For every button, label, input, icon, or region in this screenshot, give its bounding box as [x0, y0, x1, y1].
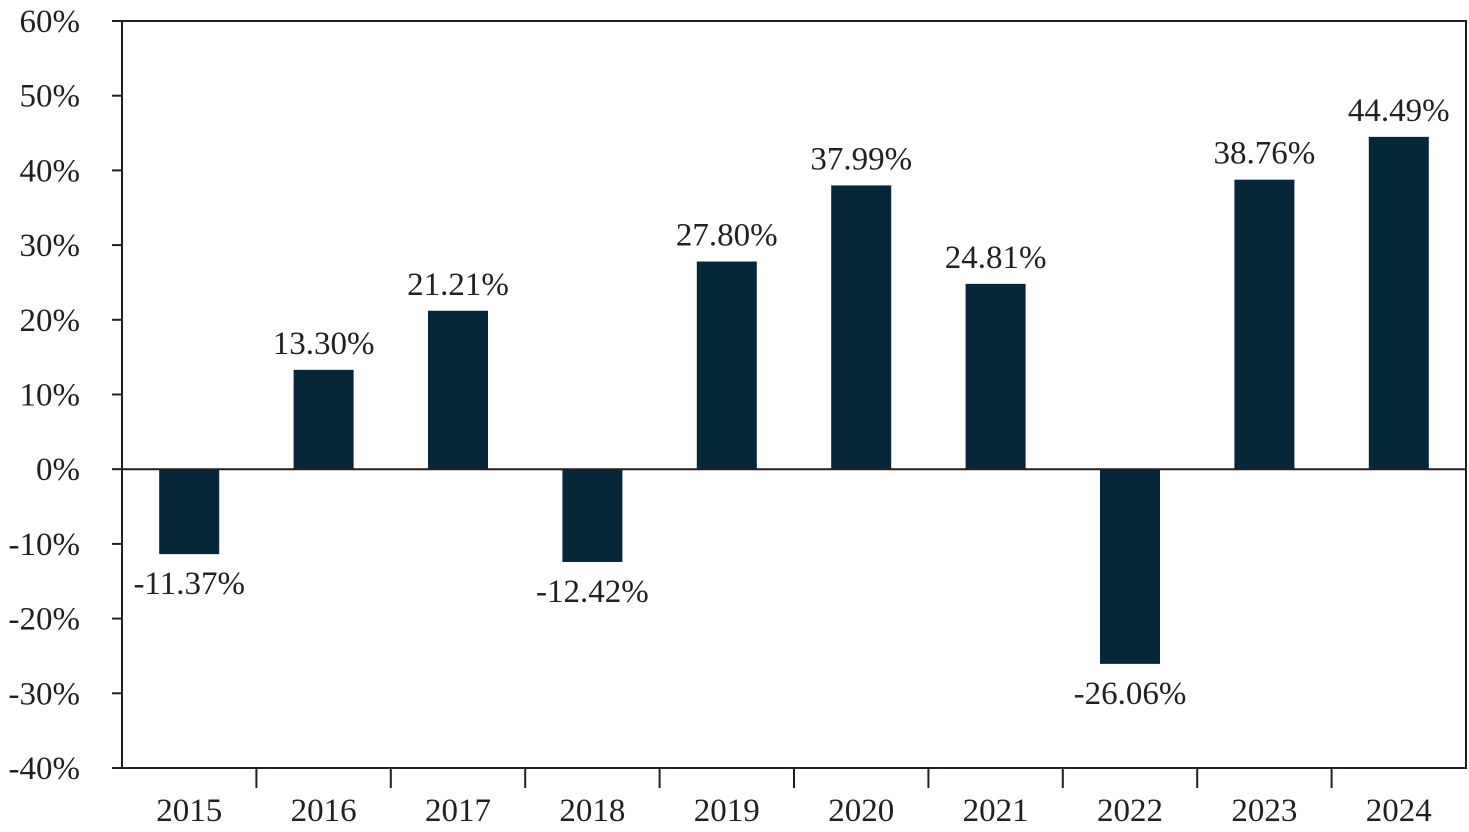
- y-tick-label: 0%: [36, 452, 80, 488]
- data-label-2023: 38.76%: [1214, 136, 1316, 172]
- y-tick-label: 20%: [20, 303, 81, 339]
- bar-2022: [1100, 469, 1160, 664]
- data-label-2019: 27.80%: [676, 218, 778, 254]
- bar-2019: [696, 261, 757, 470]
- y-tick-label: 50%: [20, 79, 81, 115]
- data-labels: -11.37% 13.30% 21.21% -12.42% 27.80% 37.99% 24…: [133, 93, 1449, 712]
- x-tick-label: 2022: [1097, 793, 1163, 829]
- x-tick-label: 2020: [828, 793, 894, 829]
- x-tick-label: 2018: [559, 793, 625, 829]
- data-label-2018: -12.42%: [536, 574, 649, 610]
- plot-frame: [121, 20, 1467, 769]
- x-tick-label: 2015: [156, 793, 222, 829]
- y-tick-label: 40%: [20, 153, 81, 189]
- x-tick-label: 2021: [963, 793, 1029, 829]
- data-label-2024: 44.49%: [1348, 93, 1450, 129]
- y-tick-label: -30%: [9, 676, 80, 712]
- data-label-2020: 37.99%: [810, 141, 912, 177]
- x-axis-ticks: 2015 2016 2017 2018 2019 2020 2021 2022 2023 2024: [156, 768, 1432, 829]
- y-tick-label: -20%: [9, 602, 80, 638]
- x-tick-label: 2023: [1231, 793, 1297, 829]
- y-tick-label: 10%: [20, 378, 81, 414]
- x-tick-label: 2017: [425, 793, 491, 829]
- bar-2016: [293, 369, 354, 470]
- data-label-2015: -11.37%: [133, 566, 245, 602]
- y-tick-label: -10%: [9, 527, 80, 563]
- data-label-2021: 24.81%: [945, 240, 1047, 276]
- bar-2017: [428, 310, 488, 470]
- bars: [159, 136, 1429, 664]
- data-label-2017: 21.21%: [407, 267, 509, 303]
- x-tick-label: 2016: [291, 793, 357, 829]
- x-tick-label: 2019: [694, 793, 760, 829]
- bar-2024: [1368, 136, 1429, 470]
- bar-2015: [159, 469, 220, 555]
- x-tick-label: 2024: [1366, 793, 1432, 829]
- bar-2023: [1234, 179, 1295, 470]
- y-axis-ticks: 60% 50% 40% 30% 20% 10% 0% -10% -20% -30% -40%: [9, 4, 122, 787]
- bar-2020: [831, 185, 892, 470]
- y-tick-label: -40%: [9, 751, 80, 787]
- data-label-2022: -26.06%: [1074, 676, 1187, 712]
- data-label-2016: 13.30%: [273, 326, 375, 362]
- bar-2021: [965, 283, 1026, 470]
- bar-2018: [562, 469, 623, 562]
- y-tick-label: 60%: [20, 4, 81, 40]
- y-tick-label: 30%: [20, 228, 81, 264]
